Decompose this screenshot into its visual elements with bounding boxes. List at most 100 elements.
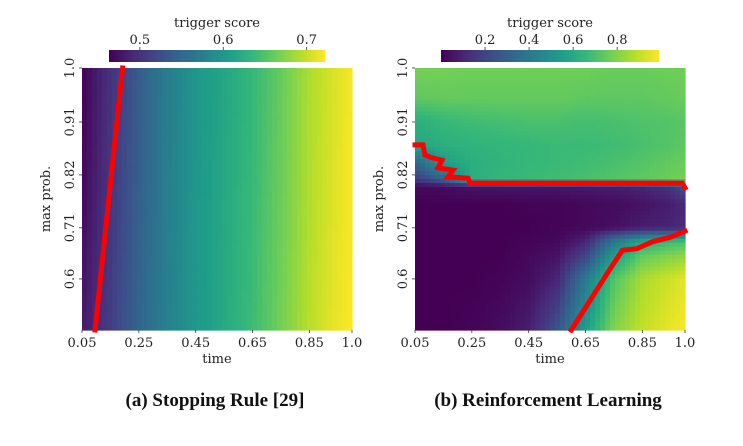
heatmap-cell [625,68,631,73]
heatmap-cell [117,318,123,323]
heatmap-cell [232,199,238,204]
heatmap-cell [237,68,243,73]
heatmap-cell [500,127,506,133]
heatmap-cell [272,278,278,283]
heatmap-cell [505,71,511,77]
heatmap-cell [570,95,576,101]
heatmap-cell [337,242,343,248]
heatmap-cell [212,123,218,129]
heatmap-cell [102,286,108,291]
heatmap-cell [327,238,333,244]
heatmap-cell [187,226,193,232]
heatmap-cell [132,123,138,129]
heatmap-cell [460,163,466,168]
heatmap-cell [222,246,228,252]
heatmap-cell [282,159,288,164]
heatmap-cell [645,159,651,164]
heatmap-cell [480,99,486,105]
heatmap-cell [207,206,213,212]
heatmap-cell [322,326,328,331]
heatmap-cell [322,183,328,188]
heatmap-cell [332,163,338,168]
heatmap-cell [162,210,168,216]
heatmap-cell [535,75,541,81]
heatmap-cell [480,135,486,141]
heatmap-cell [142,83,148,89]
heatmap-cell [192,139,198,145]
heatmap-cell [172,202,178,208]
heatmap-cell [317,131,323,137]
heatmap-cell [207,258,213,264]
heatmap-cell [207,282,213,287]
heatmap-cell [347,290,353,295]
heatmap-cell [97,151,103,156]
heatmap-cell [212,238,218,244]
heatmap-cell [202,318,208,323]
heatmap-cell [122,246,128,252]
heatmap-cell [307,187,313,192]
heatmap-cell [107,226,113,232]
heatmap-cell [97,87,103,93]
heatmap-cell [242,111,248,117]
heatmap-cell [182,71,188,77]
heatmap-cell [252,294,258,299]
heatmap-cell [455,115,461,121]
heatmap-cell [630,135,636,141]
heatmap-cell [232,167,238,172]
heatmap-cell [302,167,308,172]
heatmap-cell [600,159,606,164]
heatmap-cell [207,75,213,81]
heatmap-cell [635,123,641,129]
heatmap-cell [162,222,168,228]
heatmap-cell [177,199,183,204]
heatmap-cell [510,95,516,101]
heatmap-cell [297,71,303,77]
heatmap-cell [500,151,506,156]
heatmap-cell [322,68,328,73]
heatmap-cell [167,326,173,331]
heatmap-cell [655,95,661,101]
heatmap-cell [645,123,651,129]
heatmap-cell [257,135,263,141]
heatmap-cell [500,139,506,145]
heatmap-cell [137,127,143,133]
heatmap-cell [222,107,228,113]
heatmap-cell [465,79,471,85]
heatmap-cell [322,322,328,327]
heatmap-cell [342,270,348,276]
heatmap-cell [222,187,228,192]
heatmap-cell [217,191,223,196]
heatmap-cell [162,131,168,137]
heatmap-cell [505,107,511,113]
heatmap-cell [137,111,143,117]
heatmap-cell [485,151,491,156]
heatmap-cell [102,210,108,216]
heatmap-cell [575,151,581,156]
heatmap-cell [87,135,93,141]
heatmap-cell [142,306,148,311]
heatmap-cell [445,95,451,101]
heatmap-cell [227,278,233,283]
heatmap-cell [82,210,88,216]
heatmap-cell [212,242,218,248]
heatmap-cell [142,230,148,236]
heatmap-cell [680,159,686,164]
heatmap-cell [287,115,293,121]
heatmap-cell [440,111,446,117]
heatmap-cell [217,258,223,264]
heatmap-cell [337,206,343,212]
heatmap-cell [82,250,88,256]
heatmap-cell [182,187,188,192]
heatmap-cell [217,262,223,268]
heatmap-cell [252,322,258,327]
heatmap-cell [127,155,133,160]
heatmap-cell [287,214,293,220]
heatmap-cell [162,147,168,152]
heatmap-cell [167,68,173,73]
heatmap-cell [222,175,228,180]
heatmap-cell [222,103,228,109]
heatmap-cell [635,163,641,168]
heatmap-cell [535,123,541,129]
heatmap-cell [272,199,278,204]
heatmap-cell [107,135,113,141]
